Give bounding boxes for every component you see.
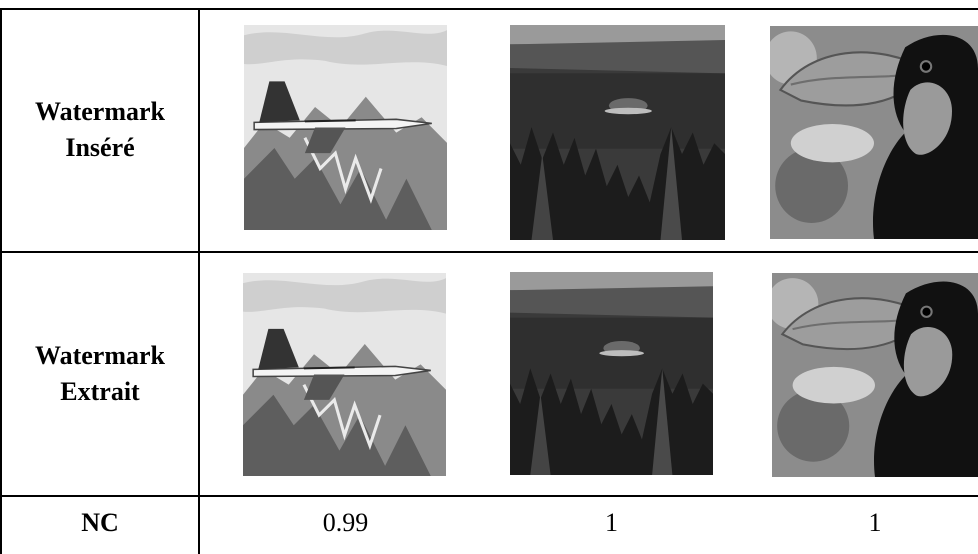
table-top-border [0, 8, 978, 10]
table-row-divider [0, 251, 978, 253]
nc-value-toucan: 1 [868, 508, 882, 537]
lake-forest-island-icon [510, 25, 725, 240]
inserted-watermark-jet-image [244, 25, 447, 230]
extracted-watermark-lake-image [510, 272, 713, 475]
lake-forest-island-icon [510, 272, 713, 475]
jet-over-mountains-icon [244, 25, 447, 230]
inserted-watermark-lake-image [510, 25, 725, 240]
toucan-icon [770, 26, 978, 239]
extracted-watermark-jet-image [243, 273, 446, 476]
row-label-inserted: Watermark Inséré [2, 94, 198, 166]
row-label-line: Watermark [35, 341, 165, 370]
table-row-divider [0, 495, 978, 497]
extracted-watermark-toucan-image [772, 273, 978, 477]
inserted-watermark-toucan-image [770, 26, 978, 239]
jet-over-mountains-icon [243, 273, 446, 476]
nc-row-label: NC [81, 508, 119, 537]
row-label-line: Inséré [65, 133, 135, 162]
row-label-extracted: Watermark Extrait [2, 338, 198, 410]
table-column-divider [198, 8, 200, 554]
toucan-icon [772, 273, 978, 477]
row-label-line: Extrait [60, 377, 140, 406]
table-left-border [0, 8, 2, 554]
row-label-line: Watermark [35, 97, 165, 126]
nc-value-jet: 0.99 [322, 508, 369, 537]
nc-value-lake: 1 [605, 508, 618, 537]
